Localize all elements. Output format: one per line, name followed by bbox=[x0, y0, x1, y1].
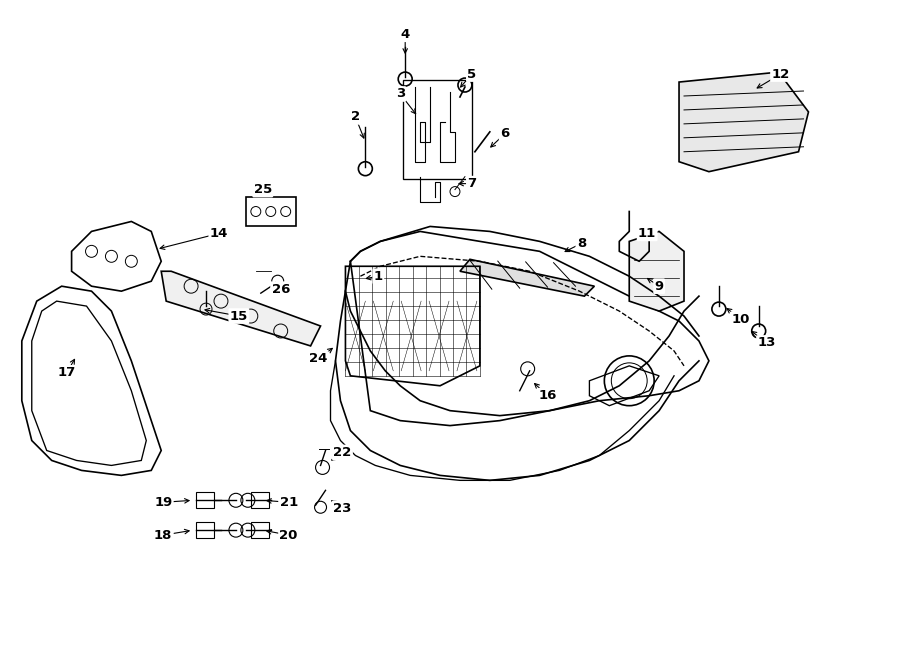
Text: 11: 11 bbox=[638, 227, 656, 240]
Polygon shape bbox=[679, 72, 808, 172]
Text: 12: 12 bbox=[771, 67, 789, 81]
Text: 10: 10 bbox=[732, 313, 750, 326]
Text: 22: 22 bbox=[333, 446, 352, 459]
Text: 20: 20 bbox=[280, 529, 298, 541]
Text: 25: 25 bbox=[254, 183, 272, 196]
Text: 2: 2 bbox=[351, 110, 360, 124]
Text: 8: 8 bbox=[577, 237, 586, 250]
Polygon shape bbox=[161, 271, 320, 346]
Text: 17: 17 bbox=[58, 366, 76, 379]
Bar bbox=[251, 522, 269, 538]
Text: 14: 14 bbox=[210, 227, 229, 240]
Text: 7: 7 bbox=[467, 177, 476, 190]
Text: 13: 13 bbox=[758, 336, 776, 350]
Text: 15: 15 bbox=[230, 309, 248, 323]
Text: 1: 1 bbox=[374, 270, 382, 283]
Polygon shape bbox=[629, 231, 684, 311]
Text: 6: 6 bbox=[500, 128, 509, 140]
Bar bbox=[251, 492, 269, 508]
Text: 5: 5 bbox=[467, 67, 476, 81]
Text: 4: 4 bbox=[400, 28, 410, 41]
Text: 18: 18 bbox=[154, 529, 173, 541]
Text: 3: 3 bbox=[396, 87, 405, 100]
Text: 24: 24 bbox=[310, 352, 328, 366]
Text: 9: 9 bbox=[654, 280, 663, 293]
Bar bbox=[196, 492, 214, 508]
Text: 26: 26 bbox=[272, 283, 290, 295]
Polygon shape bbox=[460, 259, 594, 296]
Text: 21: 21 bbox=[280, 496, 298, 509]
Text: 23: 23 bbox=[333, 502, 352, 515]
Text: 16: 16 bbox=[538, 389, 557, 403]
Bar bbox=[196, 522, 214, 538]
Text: 19: 19 bbox=[154, 496, 172, 509]
